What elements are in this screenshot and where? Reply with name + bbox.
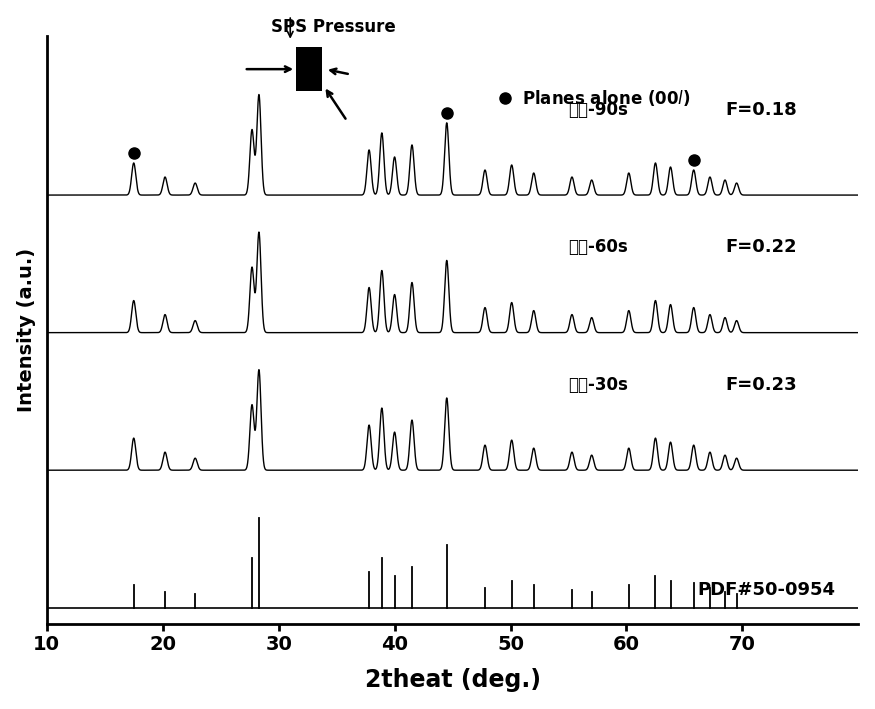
Text: PDF#50-0954: PDF#50-0954 [697,581,835,599]
X-axis label: 2theat (deg.): 2theat (deg.) [365,669,541,692]
Text: F=0.22: F=0.22 [725,238,796,257]
Text: 粉碎-30s: 粉碎-30s [569,376,628,394]
Text: SPS Pressure: SPS Pressure [270,18,396,36]
Bar [296,47,321,91]
Text: 粉碎-90s: 粉碎-90s [569,101,628,119]
Text: F=0.23: F=0.23 [725,376,796,394]
Text: Planes alone (00$l$): Planes alone (00$l$) [522,88,690,108]
Text: 粉碎-60s: 粉碎-60s [569,238,628,257]
Text: F=0.18: F=0.18 [725,101,797,119]
Y-axis label: Intensity (a.u.): Intensity (a.u.) [17,248,36,412]
